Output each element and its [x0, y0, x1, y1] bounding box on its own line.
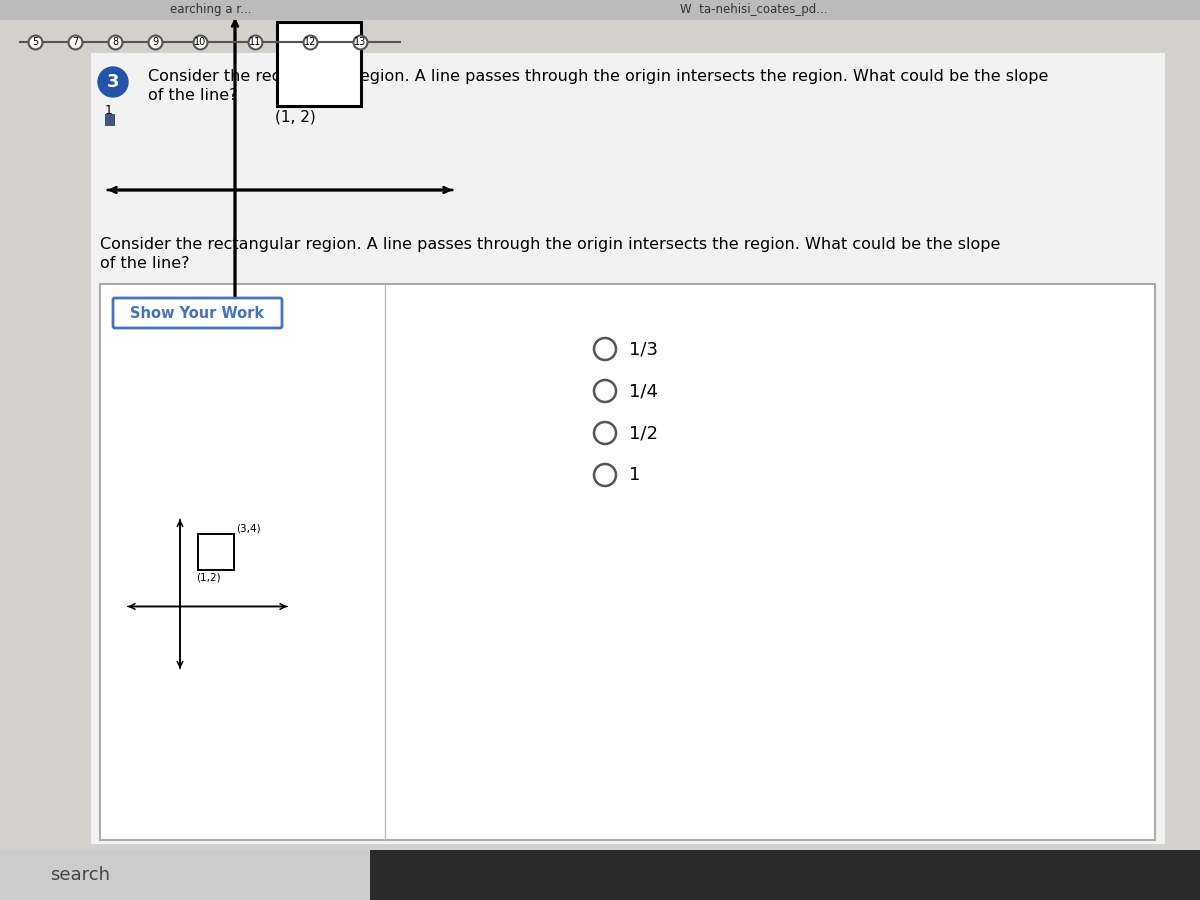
Text: 1/4: 1/4	[629, 382, 658, 400]
Text: (1, 2): (1, 2)	[275, 110, 316, 125]
Text: 7: 7	[72, 37, 78, 47]
Circle shape	[594, 422, 616, 444]
Text: earching a r...: earching a r...	[170, 4, 251, 16]
Circle shape	[594, 338, 616, 360]
Bar	[100, 284, 1154, 840]
Text: 9: 9	[152, 37, 158, 47]
Circle shape	[98, 67, 128, 97]
Text: 13: 13	[354, 37, 366, 47]
Text: (1,2): (1,2)	[196, 572, 221, 582]
Bar	[198, 535, 234, 571]
Bar	[277, 22, 361, 106]
Bar	[106, 114, 115, 126]
Text: Show Your Work: Show Your Work	[131, 305, 264, 320]
Text: Consider the rectangular region. A line passes through the origin intersects the: Consider the rectangular region. A line …	[148, 68, 1049, 84]
Text: W  ta-nehisi_coates_pd...: W ta-nehisi_coates_pd...	[680, 4, 828, 16]
Bar	[0, 850, 1200, 900]
Bar	[0, 850, 370, 900]
Text: (3, 4): (3, 4)	[365, 2, 406, 17]
Text: 3: 3	[107, 73, 119, 91]
Text: 1/3: 1/3	[629, 340, 658, 358]
Text: 8: 8	[112, 37, 118, 47]
Text: 1: 1	[106, 104, 113, 116]
Text: of the line?: of the line?	[100, 256, 190, 272]
Bar	[0, 0, 1200, 20]
Text: 11: 11	[248, 37, 262, 47]
Text: 10: 10	[194, 37, 206, 47]
Text: 12: 12	[304, 37, 316, 47]
Bar	[90, 52, 1165, 844]
Text: 1: 1	[629, 466, 641, 484]
Text: (3,4): (3,4)	[236, 524, 260, 534]
Circle shape	[594, 464, 616, 486]
FancyBboxPatch shape	[113, 298, 282, 328]
Text: 5: 5	[32, 37, 38, 47]
Circle shape	[594, 380, 616, 402]
Text: Consider the rectangular region. A line passes through the origin intersects the: Consider the rectangular region. A line …	[100, 237, 1001, 251]
Text: search: search	[50, 866, 110, 884]
Text: of the line?: of the line?	[148, 88, 238, 104]
Text: 1/2: 1/2	[629, 424, 658, 442]
